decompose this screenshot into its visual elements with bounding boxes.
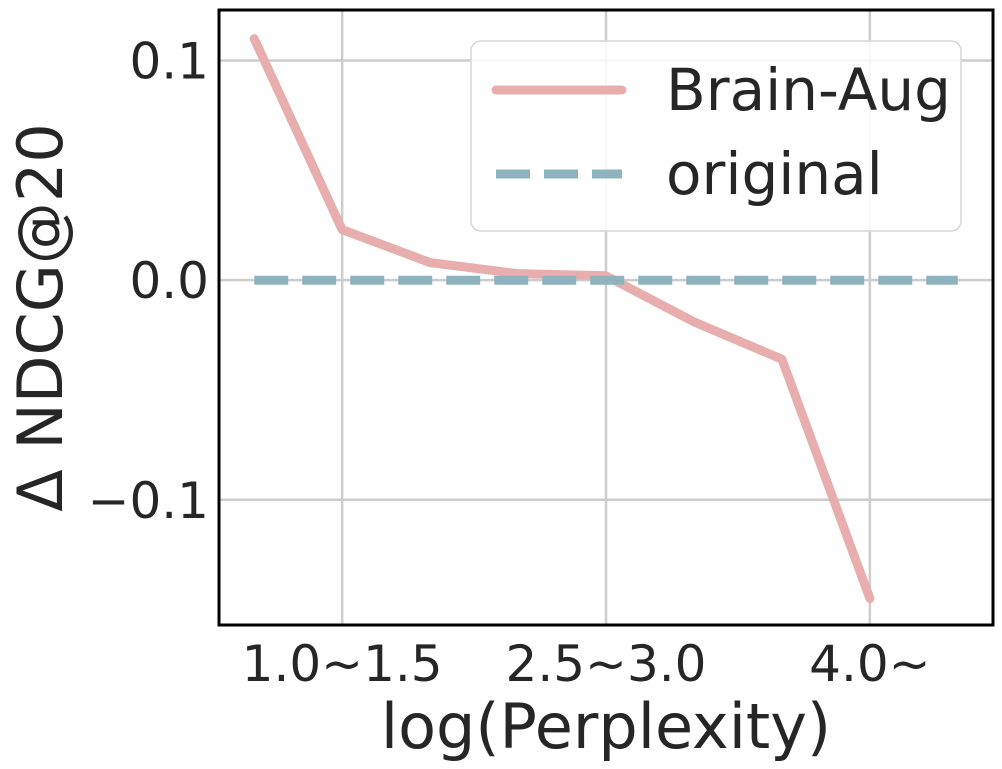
y-tick-labels: 0.1 0.0 −0.1 bbox=[88, 33, 209, 530]
y-tick-label: 0.0 bbox=[129, 252, 209, 310]
y-tick-label: 0.1 bbox=[129, 33, 209, 91]
x-tick-label: 4.0~ bbox=[809, 635, 930, 693]
y-tick-label: −0.1 bbox=[88, 472, 209, 530]
x-axis-title: log(Perplexity) bbox=[381, 690, 831, 763]
x-tick-label: 2.5~3.0 bbox=[506, 635, 707, 693]
x-tick-labels: 1.0~1.5 2.5~3.0 4.0~ bbox=[242, 635, 931, 693]
legend-label-original: original bbox=[666, 140, 883, 208]
x-tick-label: 1.0~1.5 bbox=[242, 635, 443, 693]
plot-frame bbox=[217, 8, 995, 627]
legend: Brain-Aug original bbox=[470, 40, 962, 232]
y-axis-title: Δ NDCG@20 bbox=[4, 123, 77, 511]
legend-label-brain-aug: Brain-Aug bbox=[666, 56, 951, 124]
series-line-brain-aug bbox=[249, 34, 875, 604]
series-layer bbox=[249, 34, 958, 604]
